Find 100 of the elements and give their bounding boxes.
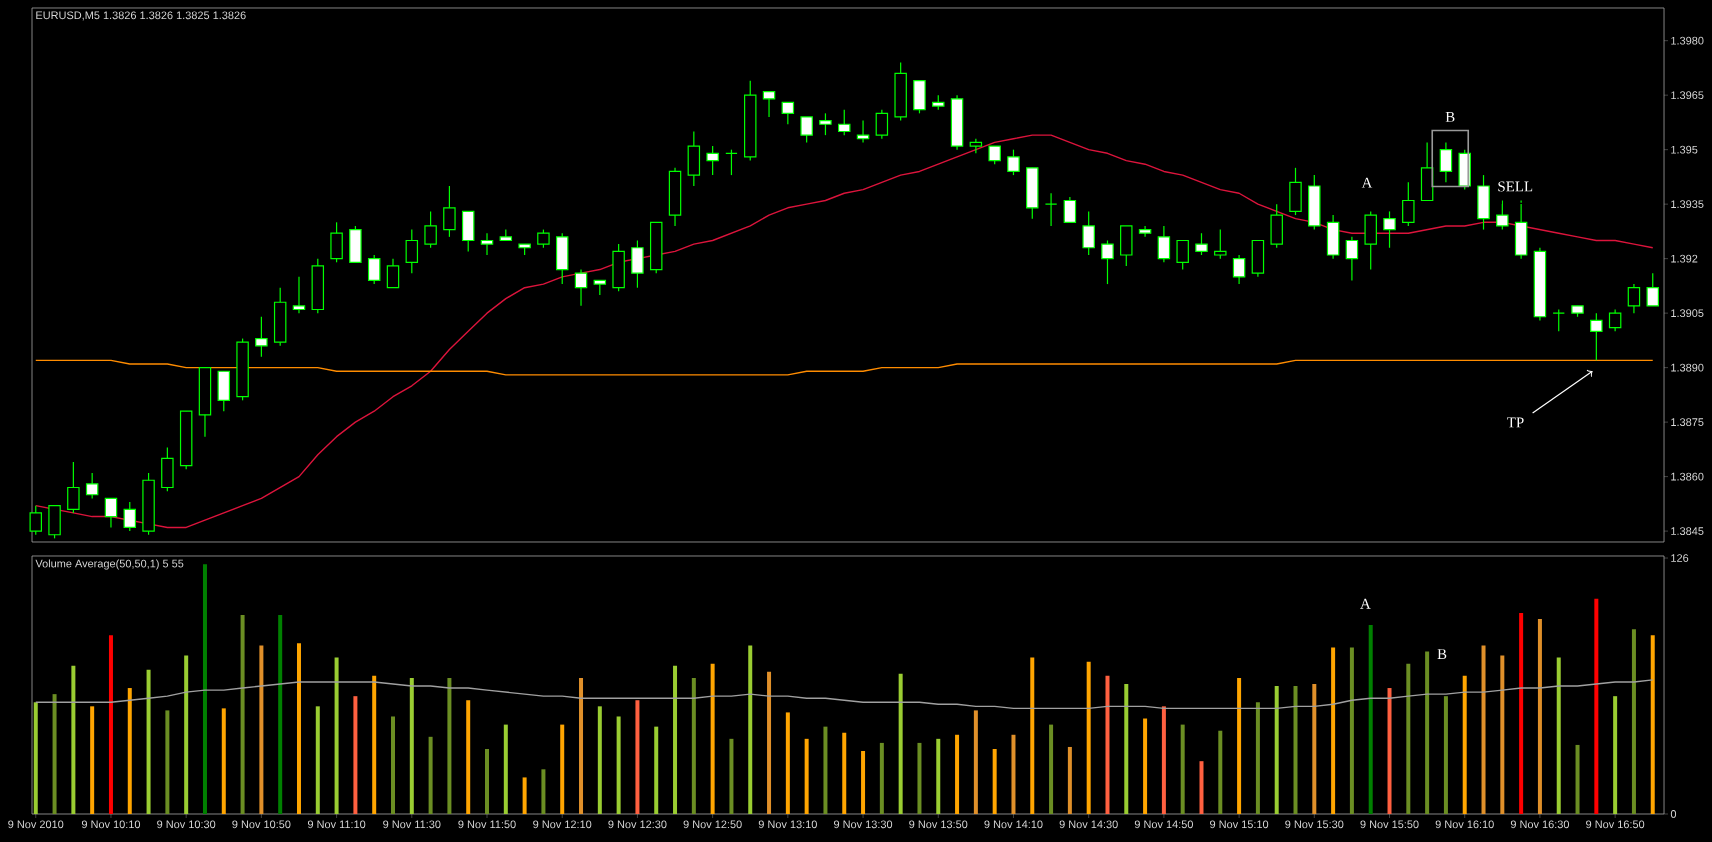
candlestick (1007, 149, 1020, 176)
bar (541, 769, 546, 814)
candlestick (480, 232, 494, 256)
candlestick (1120, 225, 1133, 267)
candlestick (1251, 239, 1265, 278)
bar (1293, 686, 1298, 814)
candlestick (1608, 308, 1622, 332)
candlestick (1063, 196, 1077, 223)
candlestick (123, 501, 137, 532)
bar (1331, 647, 1336, 814)
bar (616, 716, 621, 814)
bar (861, 751, 866, 814)
candlestick (1138, 225, 1152, 238)
bar (1631, 629, 1636, 814)
bar (785, 712, 790, 814)
candlestick (649, 221, 663, 274)
candlestick (668, 167, 682, 227)
bar (1425, 651, 1430, 814)
bar (579, 677, 584, 814)
candlestick (443, 185, 456, 238)
bar (1199, 761, 1204, 814)
bar (503, 724, 508, 814)
candlestick (161, 446, 174, 492)
candlestick (1026, 167, 1039, 220)
bar (1030, 657, 1035, 814)
candlestick (1270, 203, 1283, 249)
candlestick (405, 228, 419, 274)
candlestick (875, 109, 889, 140)
bar (1462, 675, 1467, 814)
bar (259, 645, 264, 814)
candlestick (856, 120, 870, 143)
bar (1218, 730, 1223, 814)
candlestick (1308, 174, 1321, 231)
bar (1537, 618, 1542, 814)
candlestick (1101, 239, 1114, 285)
bar (1349, 647, 1354, 814)
bar (691, 677, 696, 814)
bar (597, 706, 602, 814)
bar (1406, 663, 1411, 814)
bar (1368, 625, 1373, 814)
bar (1443, 696, 1448, 814)
candlestick (1627, 283, 1641, 314)
candlestick (838, 109, 851, 136)
bar (1594, 598, 1599, 814)
candlestick (255, 316, 268, 358)
candlestick (1496, 199, 1509, 231)
bar (992, 748, 997, 814)
bar (52, 694, 57, 814)
candlestick (386, 258, 400, 289)
bar (90, 706, 95, 814)
bar (466, 700, 471, 814)
bar (108, 635, 113, 814)
bar (1105, 675, 1110, 814)
bar (1180, 724, 1185, 814)
candlestick (1044, 192, 1058, 227)
bar (165, 710, 170, 814)
bar (898, 673, 903, 814)
bar (729, 738, 734, 814)
candlestick (273, 287, 287, 347)
bar (240, 614, 245, 814)
candlestick (1232, 254, 1246, 285)
candlestick (574, 268, 588, 307)
bar (936, 738, 941, 814)
candlestick (424, 210, 437, 249)
bar (1575, 744, 1580, 814)
bar (1500, 655, 1505, 814)
bar (842, 732, 847, 814)
bar (955, 734, 960, 814)
candlestick (1214, 228, 1227, 260)
bar (334, 657, 339, 814)
bar (748, 645, 753, 814)
bar (1255, 702, 1260, 814)
candlestick (687, 130, 701, 187)
bar (710, 663, 715, 814)
bar (202, 564, 207, 814)
candlestick (555, 232, 569, 285)
bar (428, 736, 433, 814)
bar (654, 726, 659, 814)
bar (315, 706, 320, 814)
bar (296, 643, 301, 814)
bar (673, 665, 678, 814)
bar (1519, 612, 1524, 814)
candlestick (461, 210, 475, 252)
candlestick (85, 472, 99, 500)
candlestick (725, 149, 738, 176)
candlestick (612, 243, 625, 292)
bar (33, 702, 38, 814)
candlestick (537, 228, 550, 249)
candlestick (311, 258, 325, 314)
bar (353, 696, 358, 814)
bar (917, 742, 922, 814)
bar (391, 716, 395, 814)
candlestick (1552, 308, 1565, 332)
candlestick (1289, 167, 1302, 216)
candlestick (1383, 210, 1396, 249)
bar (1049, 724, 1054, 814)
bar (879, 742, 884, 814)
bar (1067, 746, 1072, 814)
candlestick (349, 225, 362, 263)
bar (1124, 683, 1129, 814)
